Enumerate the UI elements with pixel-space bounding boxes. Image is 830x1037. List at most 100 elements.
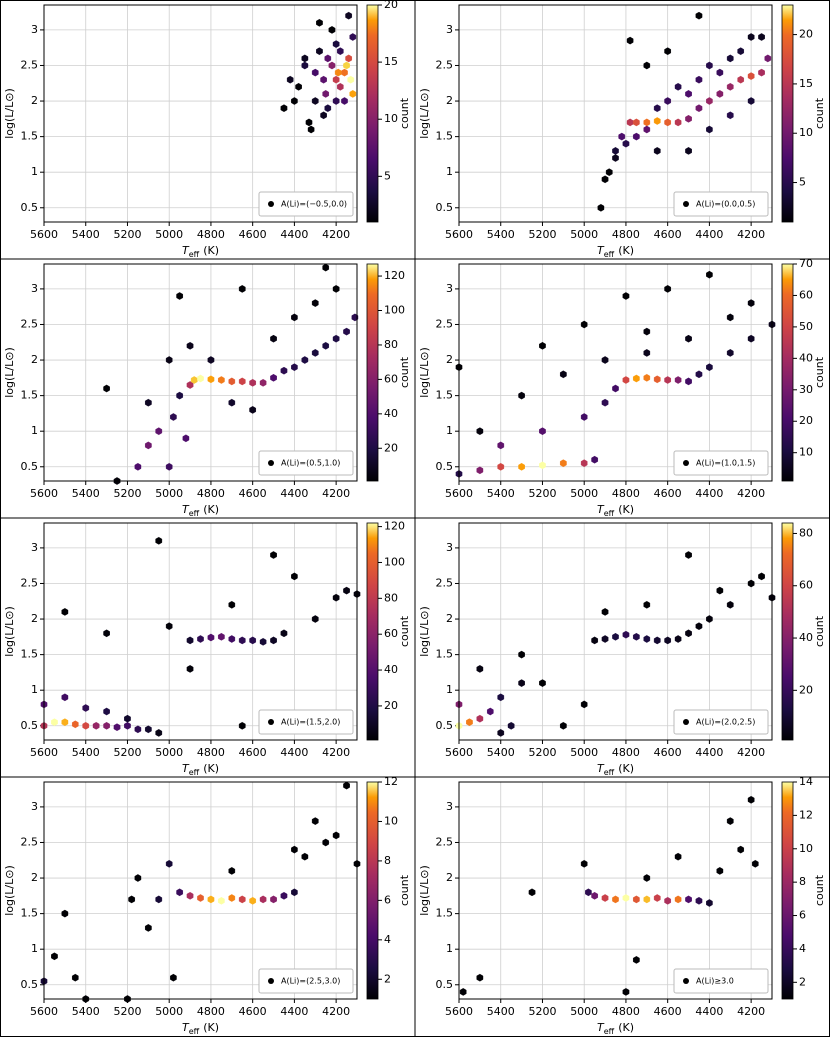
hex-cell — [622, 894, 630, 902]
y-tick-label: 3 — [446, 541, 453, 554]
hex-cell — [259, 637, 267, 646]
x-tick-label: 5400 — [487, 1005, 515, 1018]
hex-cell — [539, 461, 546, 470]
hex-cell — [726, 817, 734, 825]
colorbar-tick-label: 14 — [799, 775, 813, 788]
hex-cell — [291, 572, 298, 581]
hex-cell — [217, 376, 225, 384]
hex-cell — [497, 693, 505, 702]
hex-cell — [580, 459, 588, 468]
hex-cell — [228, 600, 236, 609]
colorbar-tick-label: 10 — [799, 842, 813, 855]
hex-cell — [633, 118, 640, 127]
x-label-subscript: eff — [189, 768, 200, 777]
hex-cell — [497, 441, 505, 450]
hex-cell — [301, 852, 309, 861]
plot-area — [44, 523, 357, 740]
hex-cell — [332, 97, 340, 105]
x-tick-label: 4200 — [322, 228, 350, 241]
hex-cell — [633, 895, 640, 904]
plot-area — [44, 782, 357, 999]
hex-cell — [664, 118, 671, 127]
hex-cell — [685, 551, 692, 559]
hex-cell — [155, 895, 163, 904]
y-axis-label: log(L/L⊙) — [3, 347, 16, 398]
hex-cell — [695, 896, 703, 905]
hex-cell — [685, 114, 692, 123]
y-tick-label: 3 — [31, 541, 38, 554]
legend-box — [673, 191, 769, 217]
hex-cell — [71, 720, 79, 729]
axes-frame — [458, 781, 773, 1000]
x-label-unit: (K) — [618, 244, 634, 257]
hex-cell — [685, 895, 692, 904]
hex-cell — [716, 68, 724, 77]
hex-cell — [726, 349, 734, 357]
hex-cell — [341, 68, 348, 77]
hex-cell — [618, 132, 626, 141]
colorbar-tick-label: 60 — [799, 579, 813, 592]
hex-cell — [653, 117, 661, 125]
legend-marker — [268, 719, 274, 725]
x-tick-label: 4600 — [239, 228, 267, 241]
y-tick-label: 0.5 — [436, 201, 454, 214]
legend-marker — [268, 460, 274, 466]
axes-frame — [458, 4, 773, 223]
hex-cell — [61, 608, 69, 616]
y-tick-label: 2.5 — [21, 58, 39, 71]
x-tick-label: 4400 — [280, 1005, 308, 1018]
x-label-subscript: eff — [189, 1027, 200, 1036]
hex-cell — [664, 47, 671, 56]
y-tick-label: 0.5 — [21, 201, 39, 214]
colorbar-tick-label: 20 — [799, 683, 813, 696]
hex-cell — [249, 406, 257, 414]
x-label-subscript: eff — [604, 250, 615, 259]
hex-cell — [643, 349, 651, 357]
hex-cell — [706, 615, 713, 623]
hex-cell — [685, 147, 692, 155]
hex-cell — [238, 895, 246, 904]
x-tick-label: 5400 — [72, 746, 100, 759]
x-label-unit: (K) — [618, 1021, 634, 1034]
hex-cell — [747, 97, 755, 105]
hex-cell — [695, 370, 703, 379]
y-tick-label: 1.5 — [436, 648, 454, 661]
y-tick-label: 2 — [446, 871, 453, 884]
legend-label: A(Li)=(−0.5,0.0) — [281, 200, 347, 209]
colorbar-tick-label: 120 — [384, 520, 405, 533]
legend-label: A(Li)≥3.0 — [696, 977, 734, 986]
colorbar — [366, 781, 379, 1000]
hex-cell — [758, 572, 765, 581]
hex-cell — [270, 895, 277, 904]
hex-cell — [601, 894, 609, 902]
hex-cell — [144, 441, 152, 450]
hex-cell — [716, 90, 724, 98]
hex-cell — [664, 896, 671, 905]
y-tick-label: 2 — [31, 94, 38, 107]
hex-cell — [207, 895, 215, 904]
colorbar-label: count — [398, 97, 411, 129]
hex-cell — [518, 462, 525, 471]
x-tick-label: 4600 — [654, 487, 682, 500]
hex-cell — [311, 615, 319, 623]
hex-cell — [322, 838, 329, 847]
x-axis-label: Teff (K) — [597, 762, 634, 777]
y-tick-label: 3 — [31, 282, 38, 295]
hex-cell — [155, 427, 163, 436]
hex-cell — [560, 721, 567, 730]
colorbar-tick-label: 40 — [799, 351, 813, 364]
hex-cell — [270, 334, 277, 343]
y-tick-label: 1.5 — [21, 648, 39, 661]
x-tick-label: 4600 — [239, 487, 267, 500]
y-tick-label: 2 — [31, 353, 38, 366]
hex-cell — [197, 894, 204, 902]
x-tick-label: 5200 — [113, 746, 141, 759]
hex-cell — [674, 82, 682, 91]
x-tick-label: 5400 — [72, 228, 100, 241]
hex-cell — [476, 427, 484, 436]
hex-cell — [591, 891, 598, 900]
hex-cell — [674, 376, 682, 384]
colorbar-tick-label: 20 — [384, 699, 398, 712]
hex-cell — [207, 375, 215, 384]
x-tick-label: 5200 — [528, 487, 556, 500]
